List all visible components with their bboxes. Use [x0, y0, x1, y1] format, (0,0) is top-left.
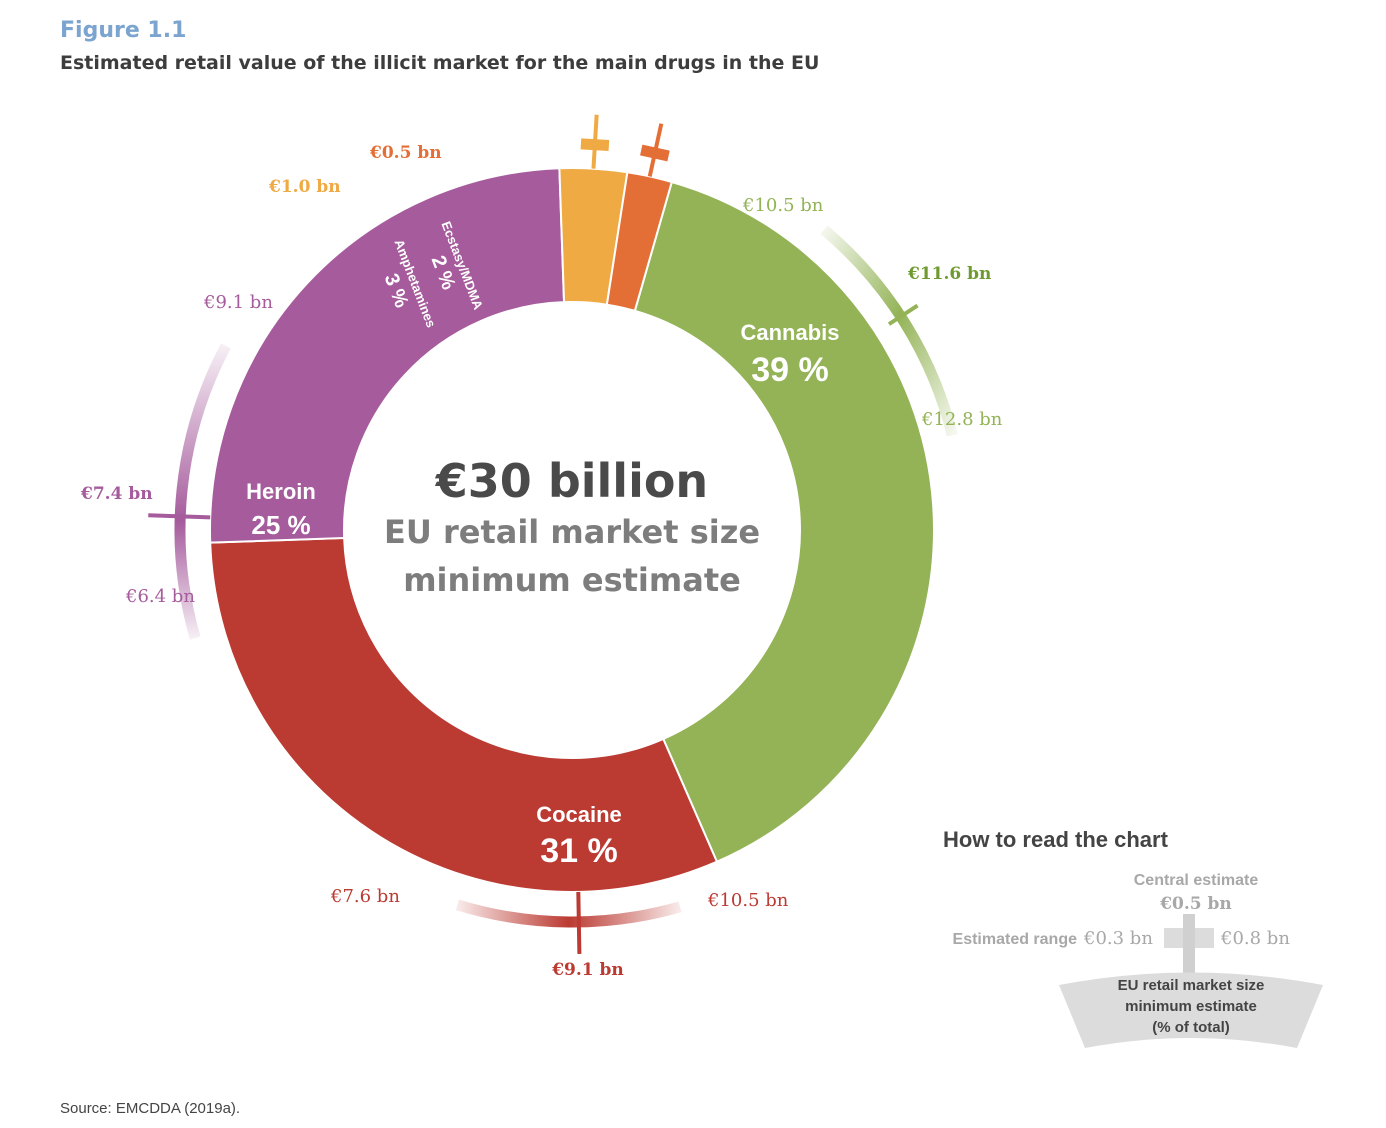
segment-heroin	[209, 167, 566, 544]
heroin-high-label: €9.1 bn	[203, 292, 273, 313]
label-heroin-pct: 25 %	[251, 510, 310, 540]
heroin-low-label: €6.4 bn	[125, 586, 195, 607]
range-arc-cannabis	[820, 225, 958, 437]
center-subtitle-1: EU retail market size	[384, 513, 760, 551]
ecstasy-central-label: €0.5 bn	[369, 143, 442, 163]
legend-range-bar-right	[1194, 928, 1214, 948]
legend-range-low: €0.3 bn	[1083, 928, 1153, 949]
legend-central-value: €0.5 bn	[1159, 894, 1232, 914]
segment-ecstasy	[605, 171, 674, 313]
center-subtitle-2: minimum estimate	[403, 561, 741, 599]
bar-ecstasy	[640, 144, 670, 162]
center-total: €30 billion	[435, 454, 708, 508]
legend-box-line1: EU retail market size	[1118, 977, 1265, 994]
label-cannabis-pct: 39 %	[751, 351, 829, 389]
tick-cocaine	[576, 891, 582, 954]
heroin-central-label: €7.4 bn	[80, 484, 153, 504]
tick-heroin	[148, 513, 211, 520]
legend-segment-box	[1059, 972, 1323, 1048]
cocaine-low-label: €7.6 bn	[330, 886, 400, 907]
tick-cannabis	[887, 303, 919, 326]
legend-box-line2: minimum estimate	[1125, 998, 1257, 1015]
range-arc-heroin	[174, 343, 231, 640]
legend-range-label: Estimated range	[953, 931, 1078, 948]
cannabis-central-label: €11.6 bn	[907, 264, 991, 284]
legend-range-bar-left	[1164, 928, 1184, 948]
legend-title: How to read the chart	[943, 827, 1169, 852]
cocaine-high-label: €10.5 bn	[707, 890, 789, 911]
label-cocaine-name: Cocaine	[536, 802, 622, 827]
label-cocaine-pct: 31 %	[540, 832, 618, 870]
cocaine-central-label: €9.1 bn	[551, 960, 624, 980]
label-cannabis-name: Cannabis	[740, 320, 839, 345]
legend-range-high: €0.8 bn	[1220, 928, 1290, 949]
figure-title: Estimated retail value of the illicit ma…	[60, 52, 820, 74]
legend: How to read the chart Central estimate €…	[943, 827, 1323, 1048]
label-heroin-name: Heroin	[246, 479, 316, 504]
cannabis-high-label: €12.8 bn	[921, 409, 1003, 430]
segment-cocaine	[209, 536, 719, 893]
legend-box-line3: (% of total)	[1152, 1019, 1229, 1036]
cannabis-low-label: €10.5 bn	[742, 195, 824, 216]
legend-tick	[1183, 914, 1195, 978]
range-arc-cocaine	[455, 899, 682, 928]
bar-amphetamines	[580, 138, 610, 152]
segment-cannabis	[633, 180, 935, 864]
amphetamines-central-label: €1.0 bn	[268, 177, 341, 197]
source-note: Source: EMCDDA (2019a).	[60, 1100, 241, 1117]
legend-central-label: Central estimate	[1134, 872, 1259, 889]
figure-label: Figure 1.1	[60, 18, 187, 43]
